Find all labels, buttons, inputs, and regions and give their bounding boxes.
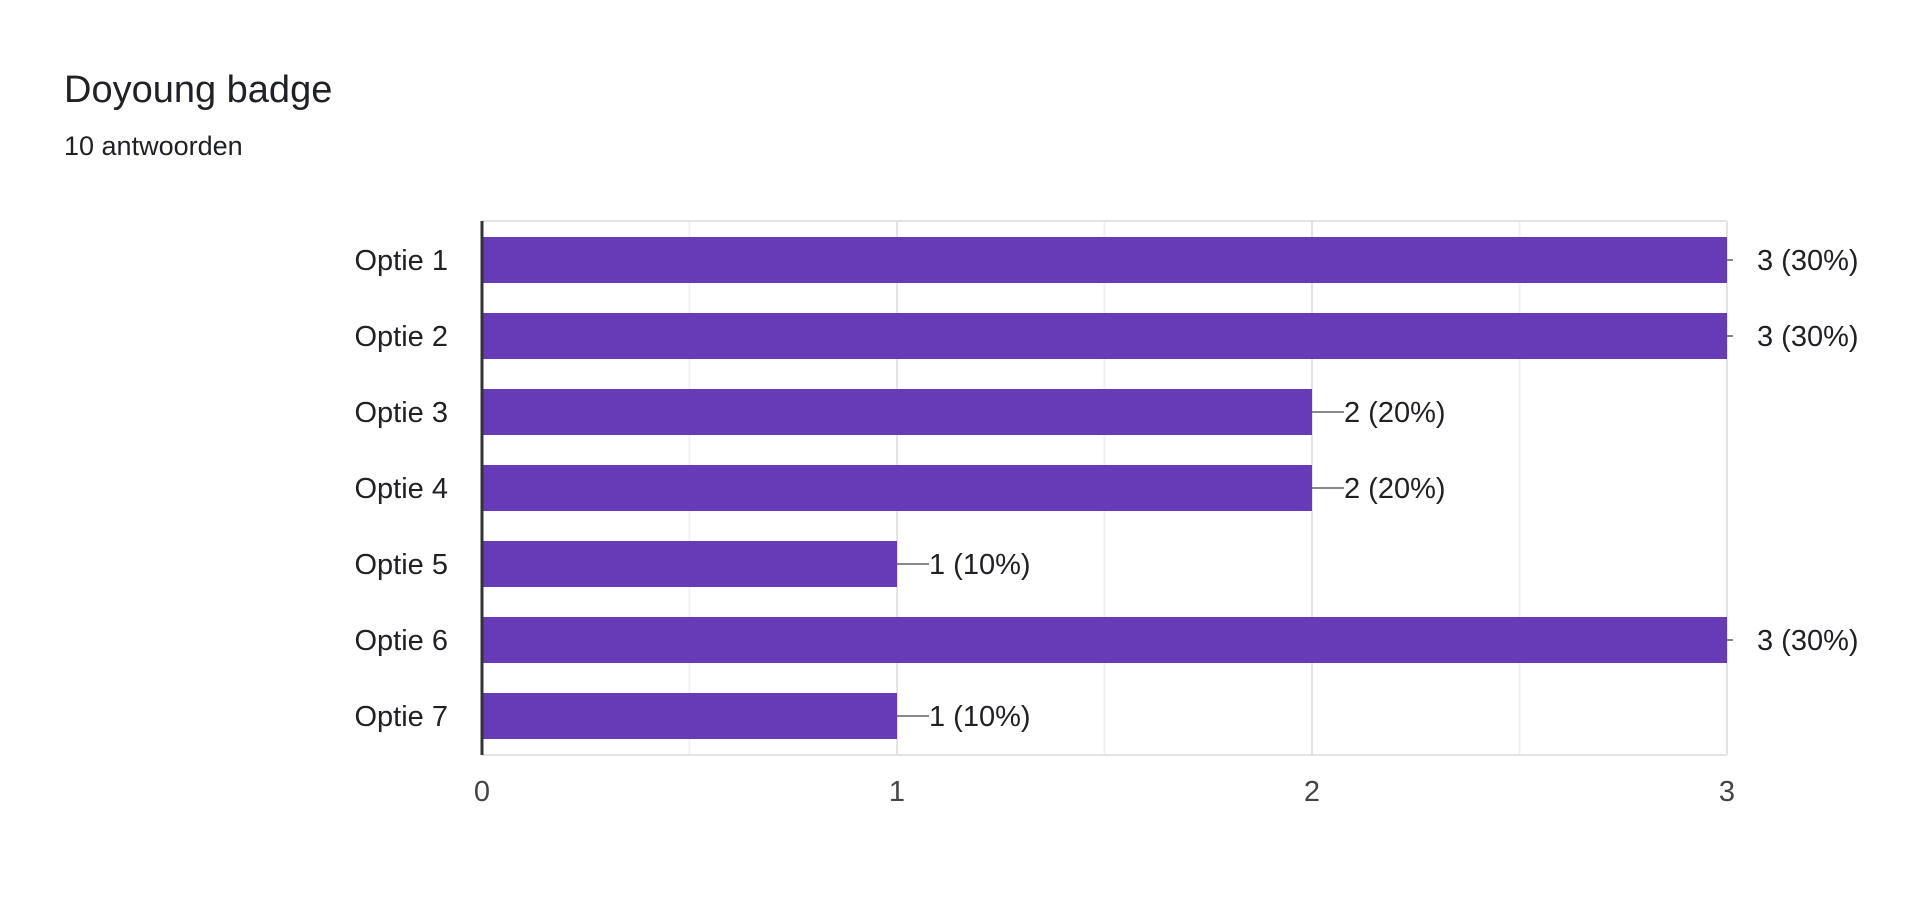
x-tick-label: 0 [474,776,490,808]
data-label: 2 (20%) [1344,397,1446,429]
bar [482,693,897,739]
bar [482,313,1727,359]
bar [482,617,1727,663]
data-label: 3 (30%) [1757,321,1859,353]
chart-title: Doyoung badge [64,69,333,111]
data-label: 3 (30%) [1757,625,1859,657]
bar [482,541,897,587]
category-label: Optie 1 [355,245,449,277]
x-tick-label: 2 [1304,776,1320,808]
data-label: 1 (10%) [929,701,1031,733]
bar [482,389,1312,435]
data-label: 2 (20%) [1344,473,1446,505]
category-label: Optie 6 [355,625,449,657]
x-tick-label: 3 [1719,776,1735,808]
category-label: Optie 2 [355,321,449,353]
response-count: 10 antwoorden [64,131,243,161]
x-tick-label: 1 [889,776,905,808]
data-label: 1 (10%) [929,549,1031,581]
bar [482,465,1312,511]
data-label: 3 (30%) [1757,245,1859,277]
category-label: Optie 3 [355,397,449,429]
category-label: Optie 5 [355,549,449,581]
bar [482,237,1727,283]
category-label: Optie 4 [355,473,449,505]
category-label: Optie 7 [355,701,449,733]
